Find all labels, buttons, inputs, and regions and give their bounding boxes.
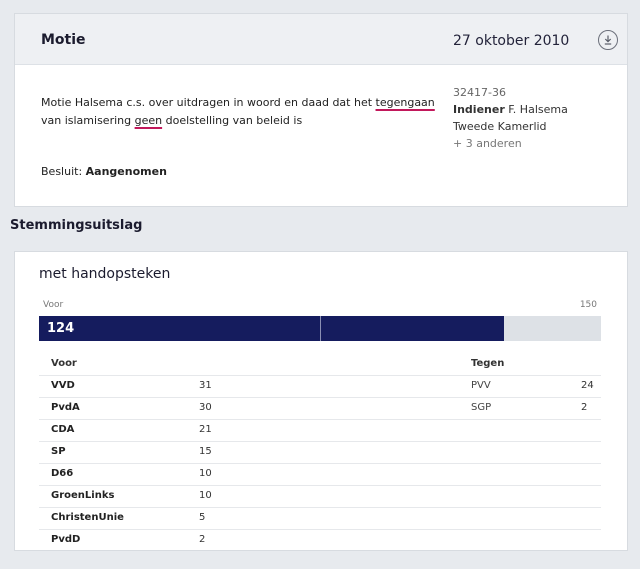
vote-bar-fill — [39, 316, 504, 341]
for-party-name: PvdD — [51, 534, 81, 545]
decision-value: Aangenomen — [85, 165, 167, 178]
against-row: PVV 24 — [469, 375, 601, 397]
against-party-name: PVV — [471, 380, 491, 391]
for-row: GroenLinks 10 — [39, 485, 601, 507]
for-row: VVD 31 — [39, 375, 601, 397]
against-party-seats: 2 — [581, 402, 588, 413]
for-party-name: GroenLinks — [51, 490, 115, 501]
submitter-role: Tweede Kamerlid — [453, 120, 547, 133]
motion-title: Motie — [41, 32, 86, 48]
motion-meta: 32417-36 Indiener F. Halsema Tweede Kame… — [453, 84, 568, 152]
motion-date: 27 oktober 2010 — [453, 33, 570, 49]
decision-label: Besluit: — [41, 165, 83, 178]
for-party-seats: 2 — [199, 534, 206, 545]
for-list: VVD 31 PvdA 30 CDA 21 SP 15 D66 10 GroenLinks 10 Chr… — [39, 375, 601, 551]
for-party-seats: 10 — [199, 468, 212, 479]
for-row: D66 10 — [39, 463, 601, 485]
for-party-name: VVD — [51, 380, 75, 391]
for-row: ChristenUnie 5 — [39, 507, 601, 529]
others-link[interactable]: + 3 anderen — [453, 137, 522, 150]
against-party-name: SGP — [471, 402, 492, 413]
download-icon-glyph — [604, 35, 612, 45]
for-party-seats: 10 — [199, 490, 212, 501]
submitter: Indiener F. Halsema — [453, 101, 568, 118]
for-party-name: CDA — [51, 424, 75, 435]
against-header: Tegen — [471, 358, 505, 369]
motion-description: Motie Halsema c.s. over uitdragen in woo… — [41, 94, 446, 130]
for-row: PvdD 2 — [39, 529, 601, 551]
motion-text-part: van islamisering — [41, 114, 135, 127]
for-row: PvdA 30 — [39, 397, 601, 419]
against-row: SGP 2 — [469, 397, 601, 419]
for-party-name: PvdA — [51, 402, 80, 413]
against-list: PVV 24 SGP 2 — [469, 375, 601, 419]
submitter-label: Indiener — [453, 103, 505, 116]
motion-text-highlight: tegengaan — [375, 96, 435, 109]
for-party-seats: 5 — [199, 512, 206, 523]
against-party-seats: 24 — [581, 380, 594, 391]
vote-bar: 124 — [39, 316, 601, 341]
section-title: Stemmingsuitslag — [10, 218, 143, 233]
for-party-seats: 30 — [199, 402, 212, 413]
for-party-seats: 21 — [199, 424, 212, 435]
for-party-seats: 15 — [199, 446, 212, 457]
bar-total-label: 150 — [579, 300, 597, 310]
motion-number: 32417-36 — [453, 86, 506, 99]
for-row: SP 15 — [39, 441, 601, 463]
bar-left-label: Voor — [43, 300, 64, 310]
motion-card-header: Motie 27 oktober 2010 — [15, 14, 627, 65]
motion-text-highlight: geen — [134, 114, 163, 127]
for-row: CDA 21 — [39, 419, 601, 441]
for-party-seats: 31 — [199, 380, 212, 391]
for-party-name: SP — [51, 446, 66, 457]
submitter-name[interactable]: F. Halsema — [508, 103, 568, 116]
download-icon[interactable] — [598, 30, 618, 50]
vote-bar-majority-line — [320, 316, 321, 341]
decision: Besluit: Aangenomen — [41, 165, 167, 178]
for-party-name: D66 — [51, 468, 74, 479]
vote-bar-value: 124 — [47, 321, 75, 336]
voting-card: met handopsteken Voor 150 124 Voor Tegen… — [14, 251, 628, 551]
for-header: Voor — [51, 358, 77, 369]
for-party-name: ChristenUnie — [51, 512, 124, 523]
motion-text-part: doelstelling van beleid is — [162, 114, 303, 127]
motion-text-part: Motie Halsema c.s. over uitdragen in woo… — [41, 96, 376, 109]
motion-card: Motie 27 oktober 2010 Motie Halsema c.s.… — [14, 13, 628, 207]
voting-method: met handopsteken — [39, 266, 171, 282]
